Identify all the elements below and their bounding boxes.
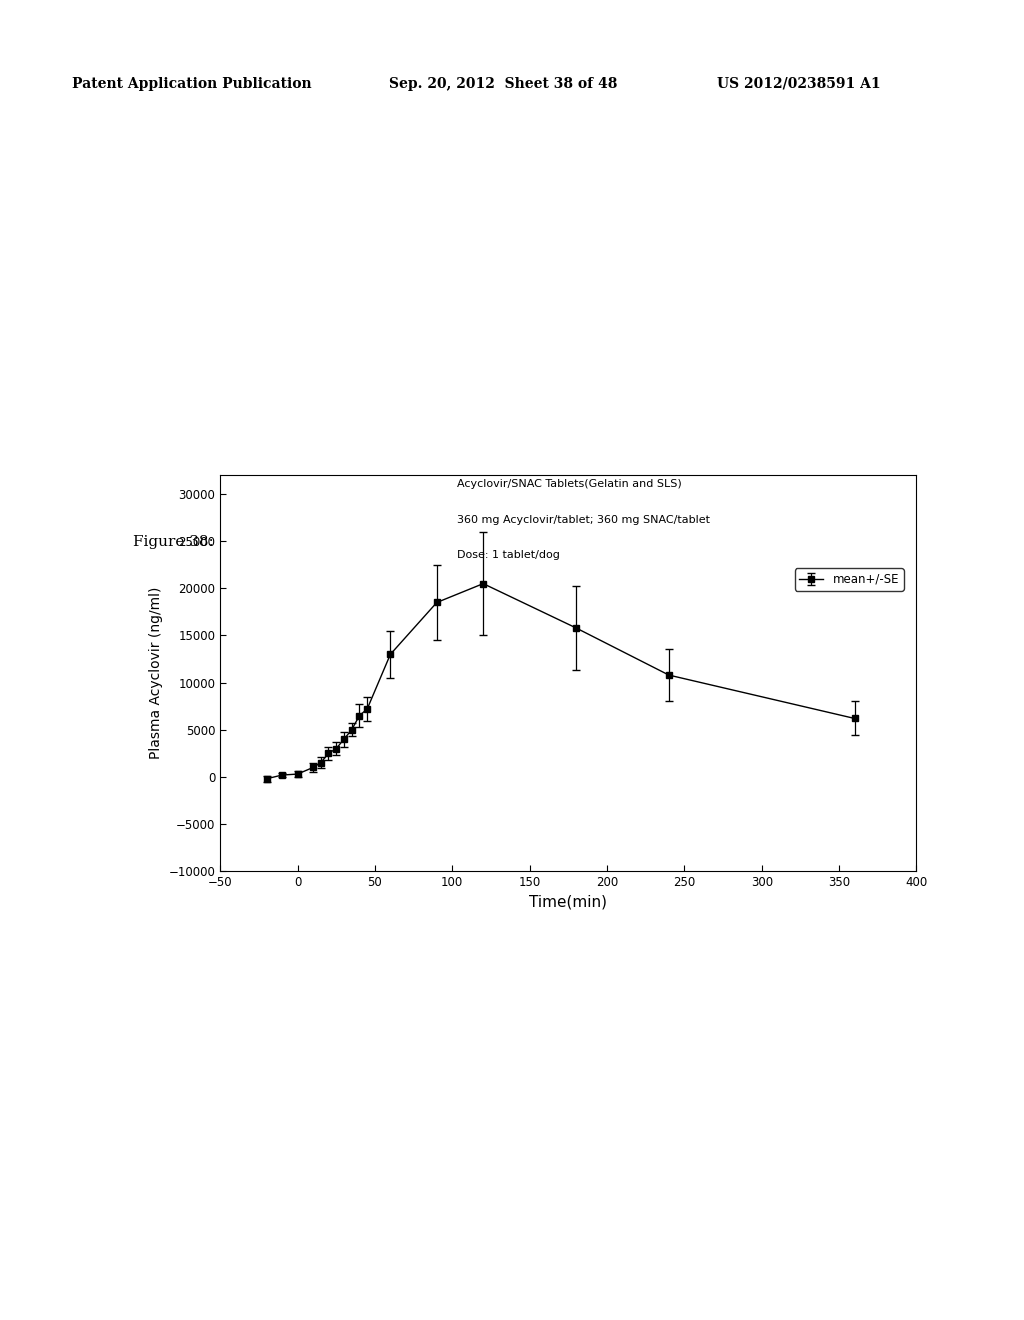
Text: Sep. 20, 2012  Sheet 38 of 48: Sep. 20, 2012 Sheet 38 of 48 xyxy=(389,77,617,91)
Text: 360 mg Acyclovir/tablet; 360 mg SNAC/tablet: 360 mg Acyclovir/tablet; 360 mg SNAC/tab… xyxy=(457,515,710,525)
Text: Patent Application Publication: Patent Application Publication xyxy=(72,77,311,91)
Text: US 2012/0238591 A1: US 2012/0238591 A1 xyxy=(717,77,881,91)
Y-axis label: Plasma Acyclovir (ng/ml): Plasma Acyclovir (ng/ml) xyxy=(148,587,163,759)
X-axis label: Time(min): Time(min) xyxy=(529,895,607,909)
Text: Dose: 1 tablet/dog: Dose: 1 tablet/dog xyxy=(457,550,560,561)
Text: Acyclovir/SNAC Tablets(Gelatin and SLS): Acyclovir/SNAC Tablets(Gelatin and SLS) xyxy=(457,479,682,490)
Legend: mean+/-SE: mean+/-SE xyxy=(795,568,903,590)
Text: Figure 38:: Figure 38: xyxy=(133,535,214,549)
